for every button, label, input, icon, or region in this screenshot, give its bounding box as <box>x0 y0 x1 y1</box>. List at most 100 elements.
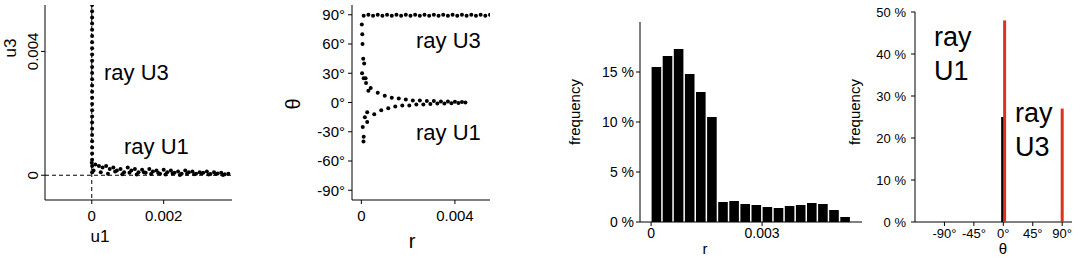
bar <box>763 207 773 222</box>
point <box>455 14 459 18</box>
point <box>397 97 401 101</box>
point <box>364 76 368 80</box>
y-tick <box>348 102 352 103</box>
point <box>178 173 182 177</box>
page: {"chart_data": [ {"type": "scatter", "x_… <box>0 0 1080 258</box>
point <box>383 94 387 98</box>
y-tick-label: 10 % <box>602 114 634 130</box>
y-tick-label: 60° <box>322 35 345 52</box>
y-tick-label: 20 % <box>876 131 906 146</box>
y-tick <box>636 122 640 123</box>
bar <box>796 205 806 222</box>
point <box>362 14 366 18</box>
y-tick <box>348 73 352 74</box>
x-axis <box>352 200 490 201</box>
point <box>460 13 464 17</box>
point <box>106 172 110 176</box>
annotation: ray U3 <box>416 28 481 53</box>
point <box>90 90 94 94</box>
y-tick-label: 10 % <box>876 173 906 188</box>
point <box>111 166 115 170</box>
x-axis <box>640 222 862 223</box>
y-tick <box>348 161 352 162</box>
y-tick-label: 0 % <box>610 214 634 230</box>
y-tick-label: -60° <box>317 152 345 169</box>
point <box>142 170 146 174</box>
point <box>221 173 225 177</box>
annotation-line: U3 <box>1015 132 1050 162</box>
point <box>439 100 443 104</box>
point <box>385 13 389 17</box>
x-axis-label: r <box>409 230 416 252</box>
y-tick <box>911 96 915 97</box>
point <box>479 13 483 17</box>
point <box>427 14 431 18</box>
point <box>90 22 94 26</box>
y-tick-label: 30° <box>322 65 345 82</box>
point <box>360 23 364 27</box>
bar <box>740 204 750 222</box>
bar <box>752 205 762 222</box>
point <box>90 161 94 165</box>
y-tick-label: 0° <box>331 94 345 111</box>
y-tick <box>41 175 45 176</box>
plot-area <box>1001 20 1064 222</box>
point <box>108 167 112 171</box>
panel: -90°-45°0°45°90°0 %10 %20 %30 %40 %50 %θ… <box>846 5 1072 257</box>
x-tick-label: 0 <box>357 207 365 224</box>
point <box>90 114 94 118</box>
point <box>104 164 108 168</box>
point <box>386 106 390 110</box>
point <box>404 98 408 102</box>
point <box>90 71 94 75</box>
point <box>90 34 94 38</box>
y-tick <box>636 172 640 173</box>
point <box>226 172 230 176</box>
point <box>90 121 94 125</box>
point <box>400 103 404 107</box>
point <box>394 13 398 17</box>
point <box>372 112 376 116</box>
point <box>414 102 418 106</box>
y-tick <box>911 12 915 13</box>
point <box>432 99 436 103</box>
x-tick-label: -45° <box>962 226 986 241</box>
point <box>371 14 375 18</box>
point <box>418 99 422 103</box>
point <box>432 13 436 17</box>
x-axis <box>45 200 232 201</box>
point <box>390 96 394 100</box>
point <box>474 14 478 18</box>
point <box>128 171 132 175</box>
point <box>147 167 151 171</box>
x-tick-label: 0 <box>647 225 655 241</box>
point <box>90 15 94 19</box>
bar <box>807 203 817 222</box>
x-axis-label: r <box>703 240 708 257</box>
bar <box>674 49 684 222</box>
y-tick-label: 0 <box>24 171 41 179</box>
point <box>411 99 415 103</box>
point <box>425 99 429 103</box>
point <box>361 42 365 46</box>
annotation: ray U3 <box>104 60 169 85</box>
bar <box>818 204 828 222</box>
annotation-line: ray <box>934 22 972 52</box>
point <box>408 14 412 18</box>
bar <box>696 92 706 222</box>
annotation-line: U1 <box>934 56 969 86</box>
point <box>92 169 96 173</box>
annotation: ray U1 <box>934 22 972 86</box>
annotation: ray U1 <box>124 134 189 159</box>
point <box>135 173 139 177</box>
point <box>399 14 403 18</box>
point <box>361 57 365 61</box>
point <box>418 14 422 18</box>
bar <box>774 208 784 222</box>
point <box>456 101 460 105</box>
point <box>149 172 153 176</box>
y-tick <box>348 190 352 191</box>
x-axis-label: u1 <box>91 227 110 246</box>
y-axis <box>45 5 46 200</box>
y-tick <box>41 51 45 52</box>
